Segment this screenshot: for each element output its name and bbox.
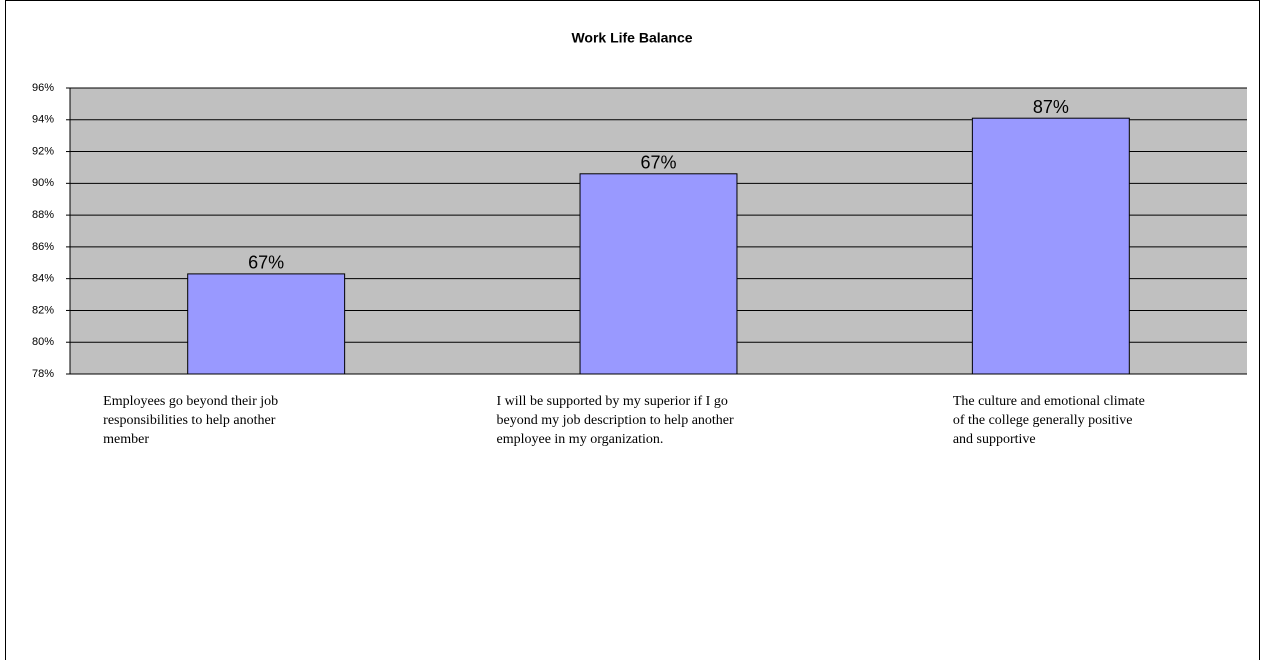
bar bbox=[971, 117, 1130, 375]
x-tick-label: The culture and emotional climate of the… bbox=[952, 394, 1145, 447]
y-tick-label: 80% bbox=[32, 336, 54, 348]
y-tick-label: 96% bbox=[32, 82, 54, 94]
annotation: 87% bbox=[1033, 97, 1069, 117]
y-tick-label: 92% bbox=[32, 145, 54, 157]
y-tick-label: 84% bbox=[32, 273, 54, 285]
y-tick-label: 90% bbox=[32, 177, 54, 189]
annotation: 67% bbox=[640, 153, 676, 173]
annotation: 67% bbox=[248, 253, 284, 273]
y-tick-label: 82% bbox=[32, 304, 54, 316]
y-tick-label: 94% bbox=[32, 114, 54, 126]
chart-border bbox=[5, 0, 1260, 660]
bar bbox=[187, 273, 346, 375]
chart-title: Work Life Balance bbox=[571, 30, 692, 46]
y-tick-label: 86% bbox=[32, 241, 54, 253]
x-tick-label: Employees go beyond their job responsibi… bbox=[103, 394, 279, 447]
bar bbox=[579, 173, 738, 375]
y-tick-label: 78% bbox=[32, 368, 54, 380]
x-tick-label: I will be supported by my superior if I … bbox=[496, 394, 734, 447]
y-tick-label: 88% bbox=[32, 209, 54, 221]
